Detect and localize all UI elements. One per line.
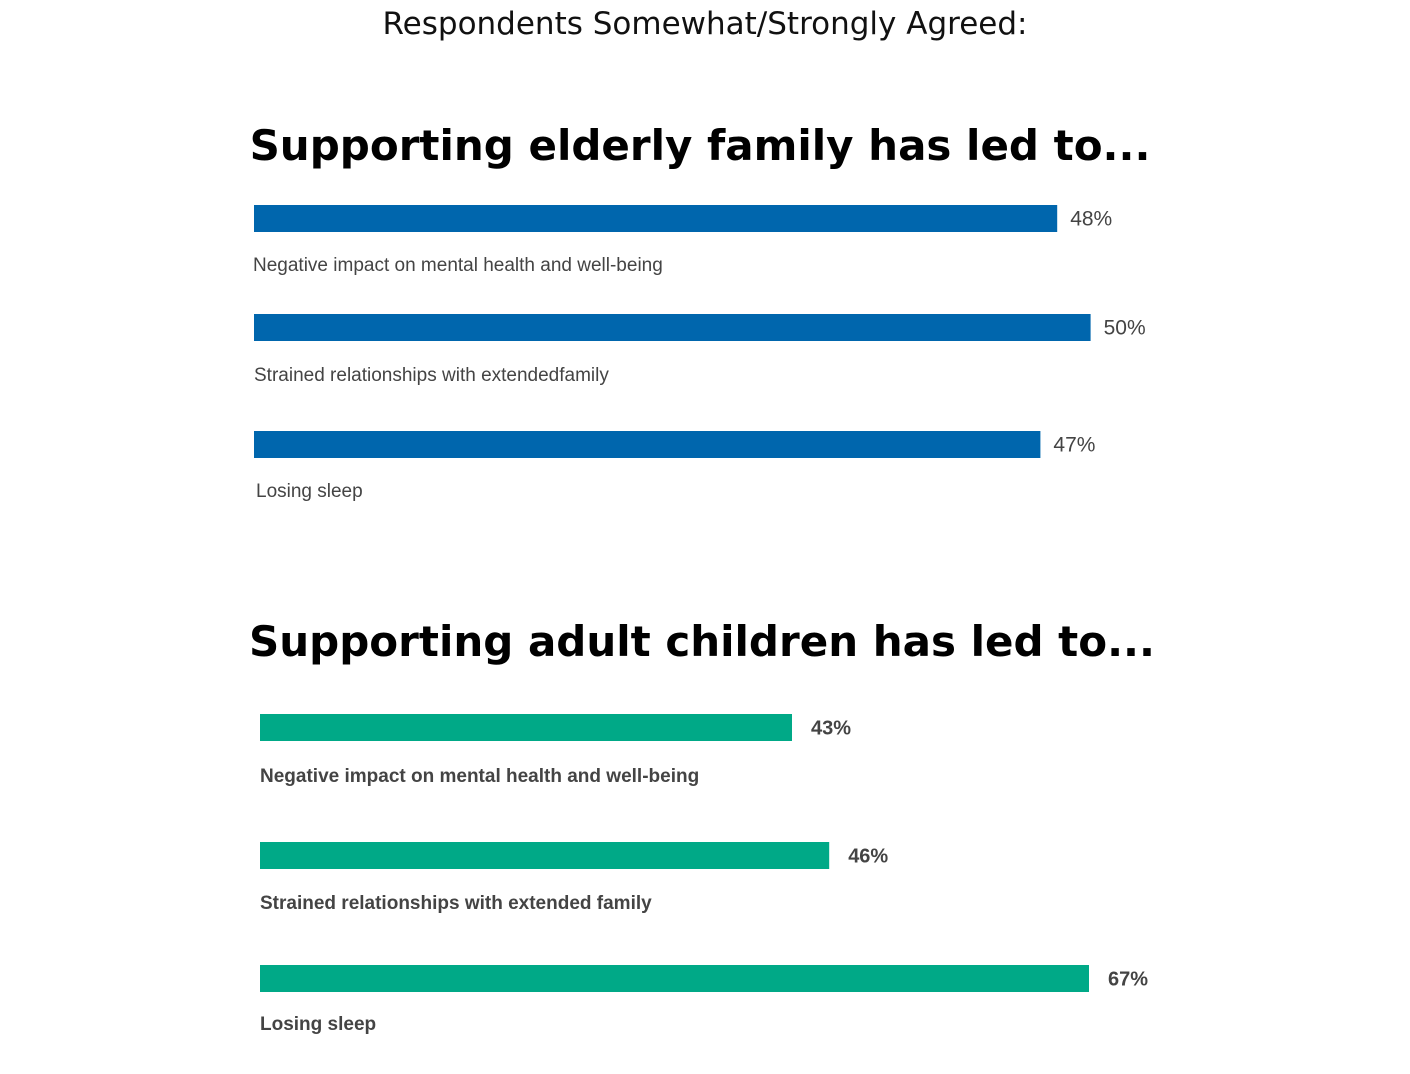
category-label: Strained relationships with extended fam… xyxy=(260,893,652,914)
chart-title: Supporting elderly family has led to... xyxy=(250,121,1151,170)
chart-supertitle: Respondents Somewhat/Strongly Agreed: xyxy=(383,6,1028,42)
bar-value-label: 48% xyxy=(1070,208,1112,231)
category-label: Strained relationships with extendedfami… xyxy=(254,365,609,386)
bar xyxy=(260,842,830,869)
bar xyxy=(260,714,792,741)
bar xyxy=(254,431,1041,458)
bar-value-label: 67% xyxy=(1108,969,1148,991)
bar-value-label: 47% xyxy=(1053,434,1095,457)
category-label: Negative impact on mental health and wel… xyxy=(260,766,699,787)
category-label: Losing sleep xyxy=(260,1014,376,1035)
bar xyxy=(254,205,1058,232)
bar-value-label: 46% xyxy=(848,846,888,868)
chart-panel-elderly-family: Supporting elderly family has led to... 4… xyxy=(250,121,1151,502)
bar-value-label: 43% xyxy=(811,718,851,740)
chart-panel-adult-children: Supporting adult children has led to... 4… xyxy=(249,617,1155,1035)
bar-value-label: 50% xyxy=(1104,317,1146,340)
bar xyxy=(254,314,1091,341)
chart-title: Supporting adult children has led to... xyxy=(249,617,1155,666)
category-label: Negative impact on mental health and wel… xyxy=(253,255,663,276)
category-label: Losing sleep xyxy=(256,481,363,502)
bar xyxy=(260,965,1089,992)
